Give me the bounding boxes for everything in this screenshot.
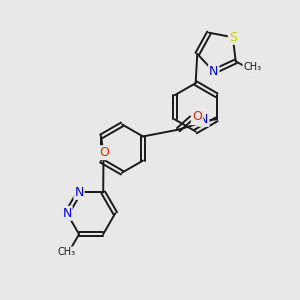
Text: O: O	[193, 110, 202, 123]
Text: N: N	[62, 207, 72, 220]
Text: N: N	[199, 113, 208, 126]
Text: O: O	[99, 146, 109, 159]
Text: CH₃: CH₃	[243, 62, 261, 72]
Text: H: H	[192, 114, 200, 124]
Text: S: S	[229, 31, 237, 44]
Text: CH₃: CH₃	[58, 247, 76, 257]
Text: N: N	[209, 65, 218, 78]
Text: N: N	[74, 186, 84, 199]
